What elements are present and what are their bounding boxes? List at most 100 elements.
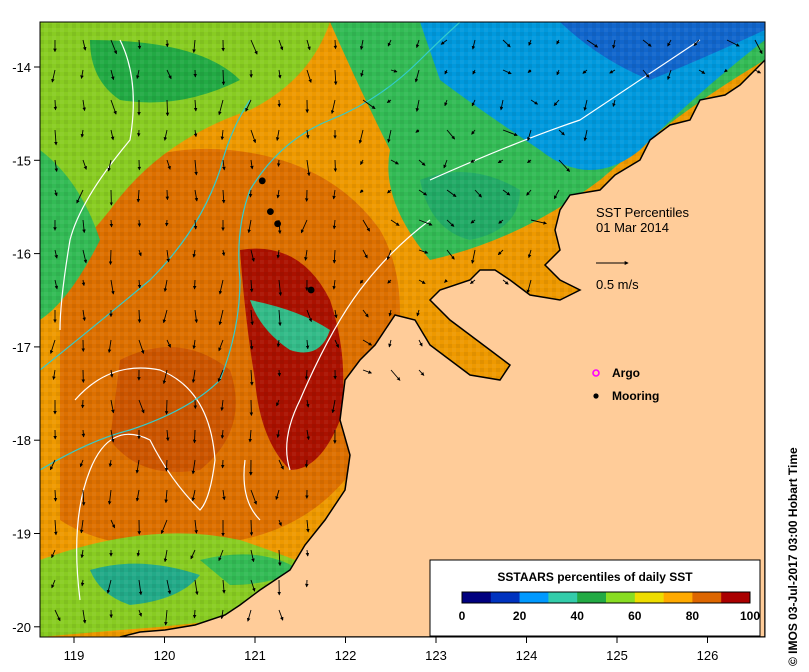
current-vector bbox=[136, 189, 141, 203]
current-vector bbox=[166, 249, 171, 263]
current-vector bbox=[194, 159, 198, 176]
current-vector bbox=[362, 369, 372, 374]
current-vector bbox=[388, 339, 392, 348]
current-vector bbox=[359, 189, 364, 193]
current-vector bbox=[553, 189, 560, 200]
current-vector bbox=[250, 39, 258, 55]
current-vector bbox=[50, 459, 56, 471]
current-vector bbox=[222, 579, 226, 594]
current-vector bbox=[556, 39, 560, 45]
current-vector bbox=[194, 519, 198, 534]
current-vector bbox=[110, 69, 115, 81]
current-vector bbox=[221, 69, 226, 86]
current-vector bbox=[415, 99, 420, 112]
current-vector bbox=[612, 39, 616, 49]
current-vector bbox=[164, 489, 168, 504]
current-vector bbox=[192, 39, 196, 53]
colorbar-tick-label: 40 bbox=[571, 609, 585, 623]
current-vector bbox=[306, 159, 311, 177]
current-vector bbox=[109, 219, 114, 228]
current-vector bbox=[137, 39, 142, 50]
current-vector bbox=[528, 39, 532, 46]
current-vector bbox=[82, 99, 86, 112]
mooring-legend-label: Mooring bbox=[612, 389, 659, 403]
plot-area bbox=[40, 22, 765, 637]
current-vector bbox=[276, 429, 280, 438]
mooring-marker bbox=[266, 208, 274, 216]
current-vector bbox=[137, 309, 142, 324]
current-vector bbox=[334, 309, 338, 319]
current-vector bbox=[82, 159, 87, 170]
current-vector bbox=[110, 39, 118, 55]
current-vector bbox=[418, 279, 426, 284]
current-vector bbox=[160, 519, 168, 534]
current-vector bbox=[387, 39, 392, 47]
current-vector bbox=[108, 249, 113, 265]
lat-tick-label: -15 bbox=[12, 153, 31, 168]
current-vector bbox=[194, 189, 199, 202]
current-vector bbox=[444, 69, 448, 75]
current-vector bbox=[194, 579, 199, 596]
current-vector bbox=[276, 399, 280, 407]
current-vector bbox=[387, 189, 392, 194]
current-vector bbox=[446, 249, 455, 260]
colorbar-cell bbox=[548, 592, 578, 603]
current-vector bbox=[527, 69, 532, 73]
lon-tick-label: 120 bbox=[154, 648, 176, 663]
lon-tick-label: 124 bbox=[516, 648, 538, 663]
lat-tick-label: -14 bbox=[12, 60, 31, 75]
current-vector bbox=[220, 429, 225, 439]
current-vector bbox=[332, 279, 336, 290]
current-vector bbox=[582, 69, 588, 74]
current-vector bbox=[250, 129, 257, 144]
current-vector bbox=[446, 189, 457, 197]
current-vector bbox=[526, 279, 532, 294]
current-vector bbox=[276, 249, 281, 259]
current-vector bbox=[193, 219, 198, 230]
map-date: 01 Mar 2014 bbox=[596, 220, 669, 235]
current-vector bbox=[278, 309, 282, 327]
current-vector bbox=[51, 69, 56, 83]
current-vector bbox=[80, 69, 84, 79]
current-vector bbox=[305, 549, 310, 557]
colorbar: SSTAARS percentiles of daily SST 0 20 40 60… bbox=[429, 559, 761, 637]
current-vector bbox=[304, 369, 309, 380]
lon-tick-label: 119 bbox=[64, 648, 85, 663]
current-vector bbox=[305, 339, 310, 350]
current-vector bbox=[137, 219, 142, 228]
current-vector bbox=[220, 609, 224, 620]
current-vector bbox=[498, 219, 504, 224]
lat-tick-label: -16 bbox=[12, 247, 31, 262]
current-vector bbox=[527, 249, 532, 259]
current-vector bbox=[81, 489, 86, 506]
current-vector bbox=[362, 309, 369, 318]
current-vector bbox=[358, 129, 364, 144]
current-vector bbox=[54, 279, 59, 290]
current-vector bbox=[222, 159, 226, 171]
current-vector bbox=[82, 249, 88, 264]
current-vector bbox=[193, 129, 198, 138]
current-vector bbox=[137, 279, 142, 289]
colorbar-tick-label: 0 bbox=[459, 609, 466, 623]
current-vector bbox=[49, 339, 56, 354]
current-vector bbox=[250, 249, 255, 262]
colorbar-cell bbox=[577, 592, 607, 603]
current-vector bbox=[162, 369, 168, 385]
current-vector bbox=[558, 129, 565, 136]
current-vector bbox=[218, 309, 224, 326]
current-vector bbox=[190, 549, 196, 560]
current-vector bbox=[362, 99, 376, 109]
current-vector bbox=[138, 579, 143, 596]
current-vector bbox=[250, 489, 257, 505]
current-vector bbox=[418, 189, 428, 196]
current-vector bbox=[250, 159, 254, 170]
current-vector bbox=[81, 429, 86, 438]
current-vector bbox=[469, 279, 476, 284]
current-vector bbox=[218, 279, 224, 295]
current-vector bbox=[275, 129, 280, 141]
current-vector bbox=[527, 159, 532, 164]
current-vector bbox=[390, 159, 399, 165]
current-vector bbox=[163, 549, 168, 563]
current-vector bbox=[530, 99, 539, 105]
current-vector bbox=[387, 279, 392, 284]
